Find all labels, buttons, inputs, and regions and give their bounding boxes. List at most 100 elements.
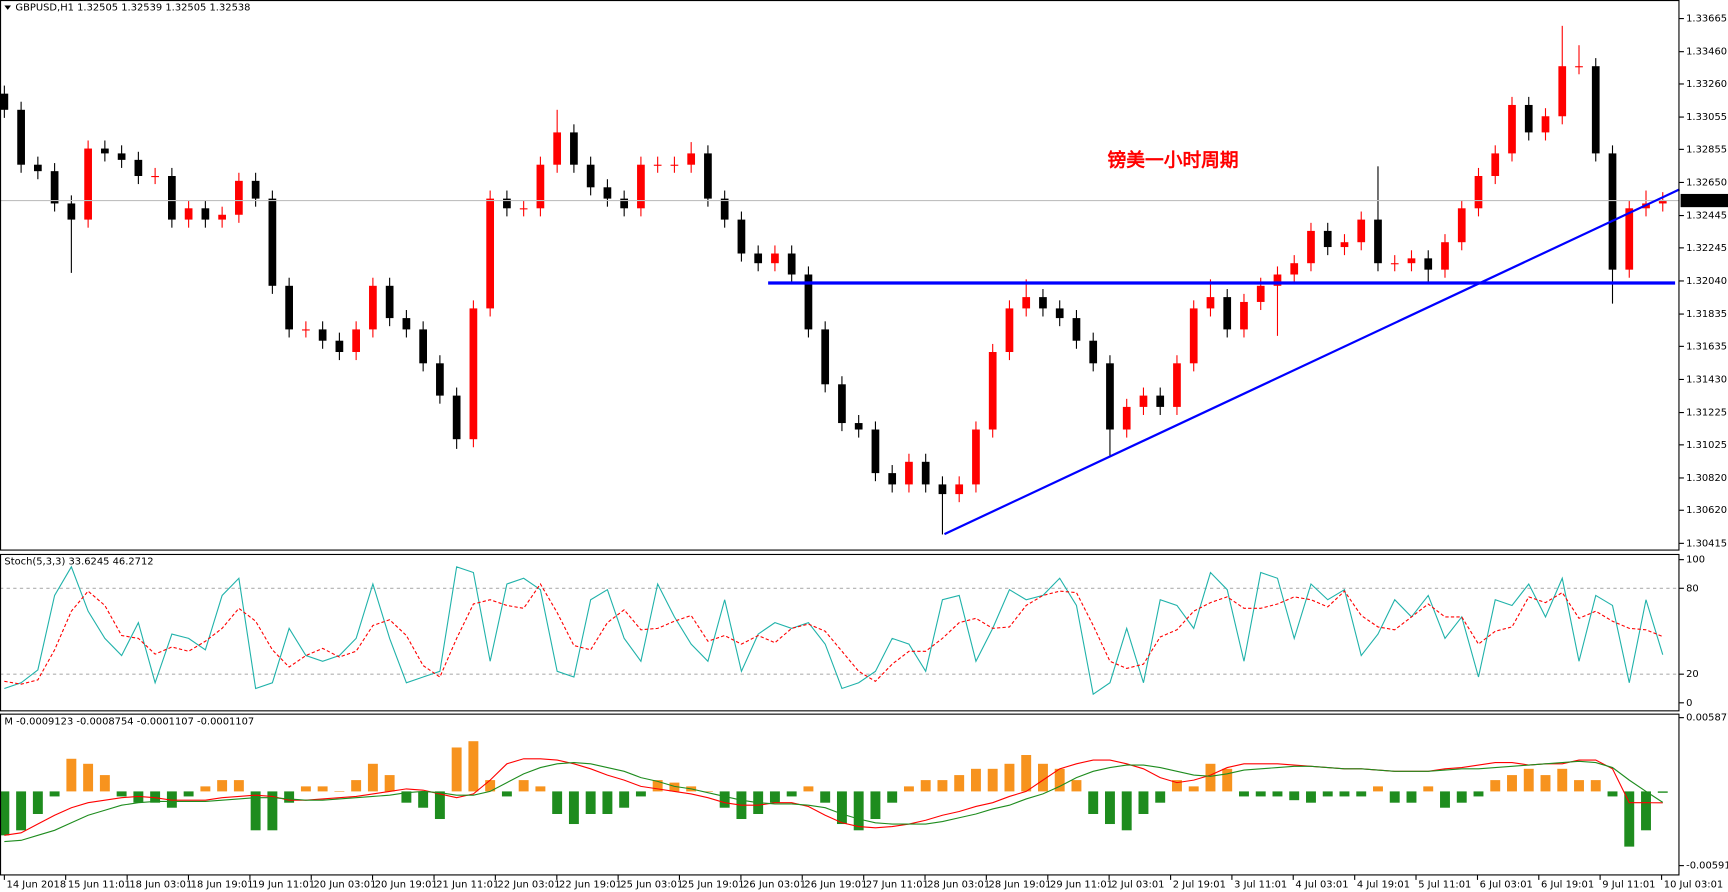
candle-body: [988, 352, 997, 430]
macd-bar: [384, 775, 395, 792]
candle-body: [1323, 230, 1332, 248]
candle-body: [17, 109, 25, 165]
macd-bar: [1239, 791, 1249, 797]
candle-body: [1508, 104, 1516, 154]
candle-body: [905, 461, 913, 485]
macd-bar: [200, 786, 211, 792]
macd-bar: [920, 780, 931, 792]
x-tick-label: 26 Jun 03:01: [743, 879, 806, 890]
chart-title: GBPUSD,H1 1.32505 1.32539 1.32505 1.3253…: [15, 3, 250, 14]
macd-bar: [1004, 763, 1015, 792]
x-tick-label: 22 Jun 19:01: [559, 879, 622, 890]
x-tick-label: 18 Jun 03:01: [129, 879, 192, 890]
candle-body: [1256, 285, 1265, 302]
x-tick-label: 2 Jul 19:01: [1173, 879, 1226, 890]
macd-bar: [1021, 755, 1032, 792]
candle-body: [921, 461, 930, 485]
candle-body: [402, 318, 411, 330]
x-tick-label: 29 Jun 11:01: [1050, 879, 1113, 890]
candle-body: [101, 148, 109, 154]
candle-body: [1139, 395, 1148, 407]
macd-bar: [183, 791, 194, 797]
macd-bar: [434, 791, 445, 820]
x-tick-label: 26 Jun 19:01: [804, 879, 867, 890]
candle-body: [754, 253, 763, 264]
x-tick-label: 21 Jun 11:01: [436, 879, 499, 890]
macd-bar: [1540, 775, 1551, 792]
x-tick-label: 22 Jun 03:01: [498, 879, 561, 890]
candle-body: [821, 329, 830, 385]
macd-bar: [954, 775, 965, 792]
y-tick-label: 1.33460: [1686, 47, 1727, 58]
x-tick-label: 15 Jun 11:01: [68, 879, 131, 890]
candle-body: [804, 274, 813, 330]
macd-bar: [669, 782, 680, 792]
macd-bar: [1054, 768, 1065, 792]
y-tick-label: 1.32245: [1686, 243, 1727, 254]
candle-body: [469, 308, 478, 440]
candle-body: [653, 164, 662, 166]
price-panel-frame: [0, 0, 1680, 551]
candle-body: [570, 132, 578, 165]
macd-bar: [150, 791, 161, 803]
candle-body: [302, 329, 310, 331]
macd-panel-frame: [0, 713, 1680, 876]
candle-body: [637, 164, 645, 209]
candle-body: [1005, 308, 1014, 353]
candle-body: [34, 164, 42, 172]
macd-bar: [66, 758, 77, 792]
macd-bar: [719, 791, 730, 808]
candle-body: [168, 176, 176, 220]
macd-bar: [1490, 780, 1501, 792]
macd-bar: [535, 786, 546, 792]
candle-body: [352, 329, 360, 353]
macd-bar: [1507, 775, 1517, 792]
macd-bar: [217, 780, 228, 792]
candle-body: [1608, 153, 1617, 270]
candle-body: [1156, 395, 1165, 407]
candle-body: [235, 180, 243, 215]
macd-bar: [485, 780, 496, 792]
candle-body: [151, 176, 159, 178]
candle-body: [1240, 301, 1248, 330]
y-tick-label: 1.30620: [1686, 505, 1727, 516]
macd-bar: [99, 775, 110, 792]
macd-bar: [1088, 791, 1099, 814]
macd-bar: [1037, 763, 1048, 792]
candle-body: [218, 214, 226, 220]
macd-bar: [1121, 791, 1132, 831]
macd-bar: [1473, 791, 1484, 797]
macd-bar: [1523, 768, 1534, 792]
macd-bar: [1104, 791, 1115, 825]
candle-body: [1407, 258, 1416, 264]
macd-bar: [334, 791, 345, 792]
candle-body: [1575, 66, 1583, 68]
candle-body: [1558, 66, 1567, 117]
macd-bar: [1272, 791, 1283, 797]
candle-body: [419, 329, 428, 364]
candle-body: [1122, 406, 1131, 430]
candle-body: [553, 132, 562, 165]
candle-body: [1223, 297, 1232, 330]
candle-body: [251, 180, 260, 199]
candle-body: [0, 93, 9, 110]
x-tick-label: 3 Jul 11:01: [1234, 879, 1287, 890]
y-tick-label: 1.30820: [1686, 473, 1727, 484]
candle-body: [1441, 242, 1449, 270]
x-tick-label: 2 Jul 03:01: [1111, 879, 1164, 890]
candle-body: [519, 208, 528, 210]
y-tick-label: 0.005877: [1686, 713, 1728, 724]
candle-body: [201, 208, 210, 220]
macd-bar: [937, 780, 948, 792]
menu-arrow: [4, 5, 12, 10]
y-tick-label: 80: [1686, 583, 1699, 594]
macd-bar: [820, 791, 831, 803]
candle-body: [1457, 208, 1466, 243]
candle-body: [687, 153, 696, 165]
candle-body: [1357, 219, 1366, 243]
y-tick-label: 0: [1686, 698, 1692, 709]
candle-body: [1307, 230, 1315, 264]
macd-bar: [652, 780, 663, 792]
candle-body: [1022, 297, 1031, 309]
